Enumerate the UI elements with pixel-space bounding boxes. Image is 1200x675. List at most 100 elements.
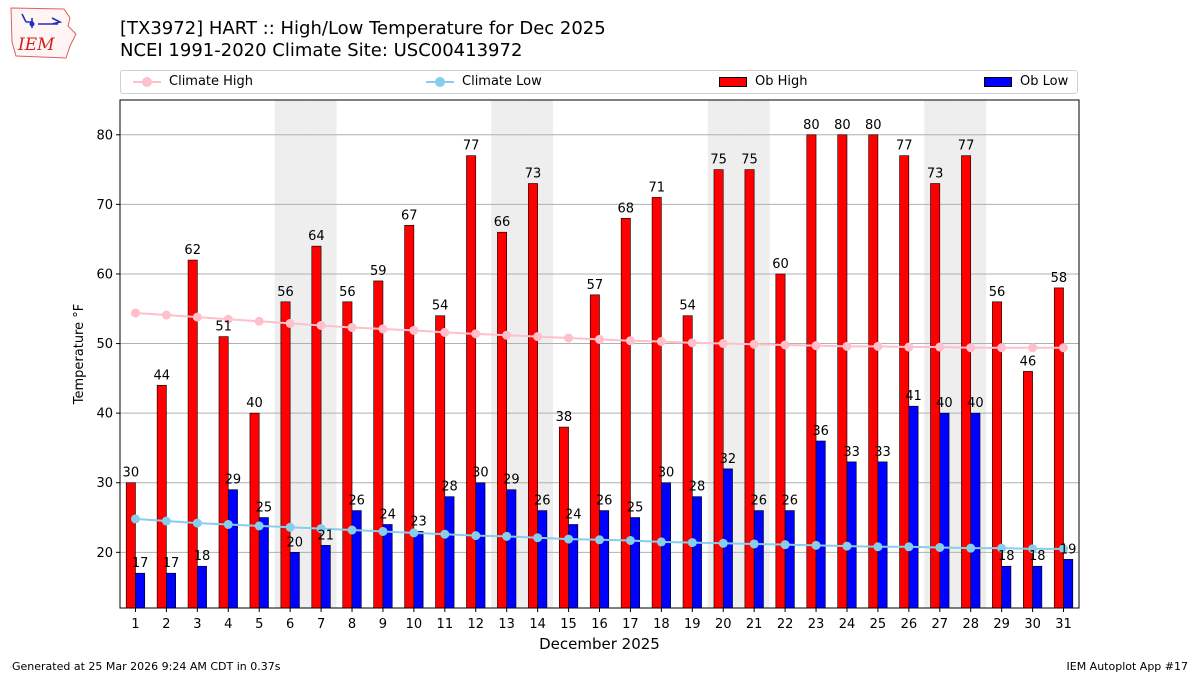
ob-high-bar [528, 183, 538, 609]
ob-low-label: 26 [751, 494, 768, 509]
x-tick-label: 3 [193, 617, 201, 632]
climate-high-point [533, 332, 543, 342]
ob-low-bar [1032, 565, 1043, 609]
x-tick-label: 15 [560, 617, 577, 632]
ob-low-label: 20 [287, 535, 304, 550]
chart-title: [TX3972] HART :: High/Low Temperature fo… [120, 18, 606, 39]
ob-high-label: 66 [494, 215, 511, 230]
x-tick-label: 23 [808, 617, 825, 632]
climate-high-point [161, 310, 171, 320]
legend-line-icon [426, 74, 454, 90]
climate-low-point [564, 534, 574, 544]
y-tick-label: 80 [96, 128, 113, 143]
y-tick-label: 40 [96, 407, 113, 422]
x-tick-label: 17 [622, 617, 639, 632]
climate-high-point [966, 343, 976, 353]
climate-high-point [935, 342, 945, 352]
ob-low-label: 24 [565, 507, 582, 522]
ob-low-bar [351, 510, 362, 609]
climate-low-point [378, 526, 388, 536]
ob-high-bar [961, 155, 972, 609]
ob-high-label: 67 [401, 208, 418, 223]
climate-low-point [780, 540, 790, 550]
climate-high-point [780, 340, 790, 350]
ob-low-label: 26 [596, 494, 613, 509]
ob-high-bar [682, 315, 693, 609]
ob-low-label: 21 [317, 528, 334, 543]
x-tick-label: 16 [591, 617, 608, 632]
climate-low-point [347, 525, 357, 535]
y-axis-label: Temperature °F [72, 304, 87, 405]
climate-low-point [1059, 544, 1069, 554]
iem-logo: IEM [10, 7, 77, 59]
climate-high-point [842, 341, 852, 351]
x-tick-label: 10 [406, 617, 423, 632]
ob-high-label: 75 [741, 153, 758, 168]
ob-low-label: 41 [905, 389, 922, 404]
ob-high-label: 77 [958, 139, 975, 154]
ob-low-bar [227, 489, 238, 609]
legend-ob-low: Ob Low [984, 74, 1068, 90]
climate-high-point [223, 314, 233, 324]
x-tick-label: 19 [684, 617, 701, 632]
legend-label: Ob High [755, 74, 808, 89]
x-tick-label: 18 [653, 617, 670, 632]
ob-high-bar [1023, 371, 1033, 609]
ob-low-label: 26 [781, 494, 798, 509]
climate-low-point [595, 535, 604, 545]
legend-swatch [719, 77, 747, 87]
legend-label: Climate Low [462, 74, 542, 89]
climate-low-point [316, 524, 326, 534]
ob-low-bar [784, 510, 795, 609]
ob-high-label: 40 [246, 396, 263, 411]
climate-low-point [161, 516, 171, 526]
ob-high-label: 71 [648, 180, 665, 195]
ob-low-label: 40 [967, 396, 984, 411]
climate-high-point [718, 339, 728, 349]
x-tick-label: 13 [498, 617, 515, 632]
ob-low-bar [1001, 565, 1012, 609]
ob-low-label: 17 [132, 556, 149, 571]
climate-low-point [656, 537, 666, 547]
climate-low-point [997, 543, 1007, 553]
ob-low-bar [630, 517, 641, 609]
ob-low-bar [1063, 558, 1074, 609]
climate-high-point [192, 312, 202, 322]
climate-high-point [130, 308, 140, 318]
ob-high-bar [651, 197, 662, 609]
x-tick-label: 4 [224, 617, 232, 632]
ob-high-label: 51 [215, 320, 232, 335]
climate-low-point [223, 519, 233, 529]
ob-low-bar [166, 572, 176, 609]
x-tick-label: 30 [1024, 617, 1041, 632]
ob-high-label: 60 [772, 257, 789, 272]
ob-low-bar [692, 496, 702, 609]
climate-high-point [471, 329, 481, 339]
climate-low-point [471, 531, 481, 541]
ob-low-bar [599, 510, 610, 609]
ob-low-label: 28 [689, 480, 706, 495]
iowa-outline-shape [10, 7, 77, 59]
climate-low-point [718, 538, 728, 548]
ob-low-label: 32 [720, 452, 737, 467]
climate-high-point [595, 334, 604, 344]
ob-high-label: 77 [463, 139, 480, 154]
ob-high-bar [280, 301, 291, 609]
climate-low-point [935, 542, 945, 552]
y-tick-label: 50 [96, 337, 113, 352]
climate-low-point [533, 533, 543, 543]
climate-high-point [254, 316, 264, 326]
ob-low-bar [135, 572, 146, 609]
climate-high-point [811, 341, 821, 351]
ob-high-bar [806, 134, 817, 609]
ob-low-bar [877, 461, 888, 609]
climate-low-point [502, 531, 512, 541]
x-tick-label: 6 [286, 617, 294, 632]
ob-low-label: 40 [936, 396, 953, 411]
ob-low-label: 18 [194, 549, 211, 564]
legend-climate-low: Climate Low [426, 74, 542, 90]
legend-label: Ob Low [1020, 74, 1069, 89]
ob-high-label: 57 [587, 278, 604, 293]
ob-low-label: 25 [256, 501, 273, 516]
ob-high-bar [837, 134, 848, 609]
